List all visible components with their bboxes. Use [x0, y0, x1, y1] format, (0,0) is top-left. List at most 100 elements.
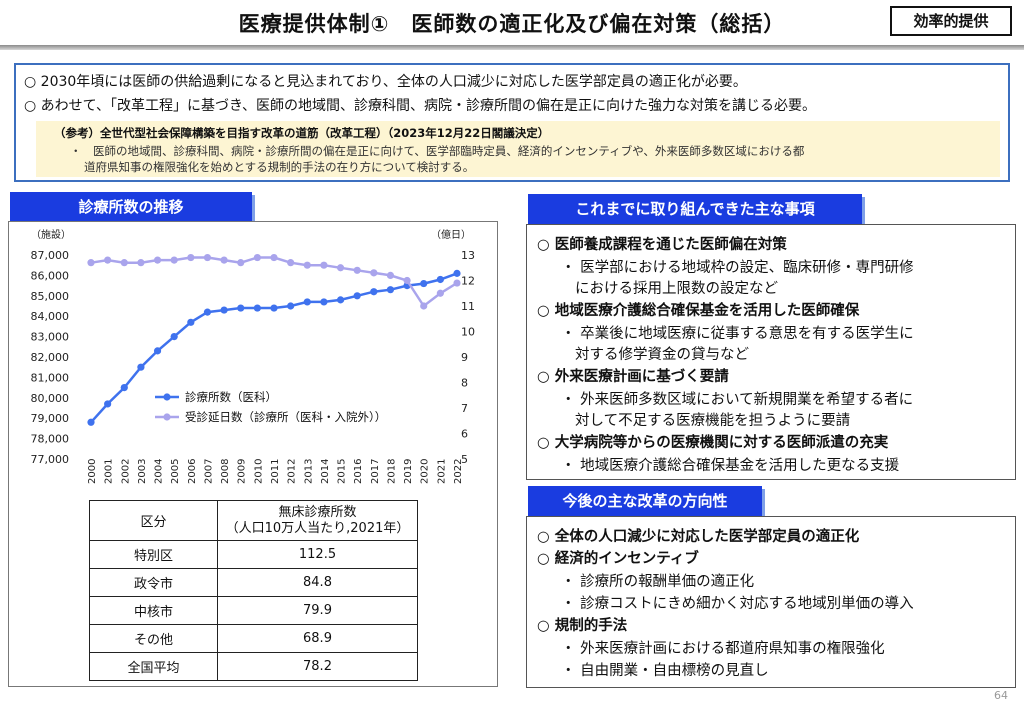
- y-right-tick: 9: [461, 351, 468, 364]
- x-tick: 2021: [436, 459, 447, 484]
- y-left-tick: 84,000: [31, 310, 70, 323]
- table-row-label: 中核市: [89, 596, 218, 625]
- series-point: [153, 256, 162, 264]
- series-point: [287, 259, 295, 267]
- series-point: [253, 304, 261, 312]
- series-point: [203, 253, 212, 262]
- series-point: [170, 333, 178, 341]
- table-row-value: 79.9: [217, 596, 418, 625]
- direction-heading: ○ 経済的インセンティブ: [537, 551, 699, 567]
- direction-bullet: ・ 診療コストにきめ細かく対応する地域別単価の導入: [561, 596, 914, 612]
- page-title: 医療提供体制① 医師数の適正化及び偏在対策（総括）: [238, 12, 786, 36]
- legend-marker: [163, 393, 171, 401]
- series-point: [353, 266, 361, 274]
- x-tick: 2002: [120, 459, 131, 484]
- past-measures-box: ○ 医師養成課程を通じた医師偏在対策 ・ 医学部における地域枠の設定、臨床研修・…: [526, 224, 1016, 480]
- table-row: その他 68.9: [89, 624, 418, 653]
- direction-bullet: ・ 診療所の報酬単価の適正化: [561, 574, 755, 590]
- series-point: [270, 304, 278, 312]
- y-right-tick: 7: [461, 402, 468, 415]
- measure-bullet-cont: における採用上限数の設定など: [575, 281, 778, 297]
- reference-title: （参考）全世代型社会保障構築を目指す改革の道筋（改革工程）（2023年12月22…: [54, 126, 550, 140]
- measure-bullet-cont: 対して不足する医療機能を担うように要請: [575, 413, 851, 429]
- x-tick: 2014: [320, 459, 331, 484]
- direction-heading: ○ 全体の人口減少に対応した医学部定員の適正化: [537, 529, 860, 545]
- series-point: [87, 418, 95, 426]
- y-left-tick: 83,000: [31, 331, 70, 344]
- y-right-tick: 12: [461, 275, 475, 288]
- direction-bullet: ・ 自由開業・自由標榜の見直し: [561, 663, 769, 679]
- y-left-tick: 87,000: [31, 249, 70, 262]
- y-left-tick: 86,000: [31, 269, 70, 282]
- category-tag: 効率的提供: [890, 6, 1012, 36]
- series-point: [104, 400, 112, 408]
- series-point: [303, 261, 311, 269]
- reference-line-2: 道府県知事の権限強化を始めとする規制的手法の在り方について検討する。: [84, 160, 475, 174]
- measure-heading: ○ 大学病院等からの医療機関に対する医師派遣の充実: [537, 435, 889, 451]
- series-point: [270, 253, 278, 262]
- x-tick: 2009: [237, 459, 248, 484]
- summary-box: ○ 2030年頃には医師の供給過剰になると見込まれており、全体の人口減少に対応し…: [14, 63, 1010, 182]
- measure-heading: ○ 外来医療計画に基づく要請: [537, 369, 729, 385]
- x-tick: 2001: [104, 459, 115, 484]
- right-top-banner: これまでに取り組んできた主な事項: [528, 194, 862, 224]
- y-right-tick: 6: [461, 428, 468, 441]
- x-tick: 2006: [187, 459, 198, 484]
- series-point: [120, 259, 128, 267]
- series-point: [320, 298, 328, 306]
- table-row: 政令市 84.8: [89, 568, 418, 597]
- average-label: 全国平均: [89, 652, 218, 681]
- y-left-tick: 82,000: [31, 351, 70, 364]
- measure-bullet: ・ 医学部における地域枠の設定、臨床研修・専門研修: [561, 260, 914, 276]
- table-row-value: 84.8: [217, 568, 418, 597]
- x-tick: 2018: [386, 459, 397, 484]
- y-left-tick: 77,000: [31, 453, 70, 466]
- series-point: [386, 271, 395, 279]
- x-tick: 2016: [353, 459, 364, 484]
- measure-heading: ○ 医師養成課程を通じた医師偏在対策: [537, 237, 787, 253]
- series-point: [153, 347, 162, 355]
- series-point: [436, 275, 444, 284]
- y-left-tick: 80,000: [31, 392, 70, 405]
- x-tick: 2017: [370, 459, 381, 484]
- right-axis-label: （億日）: [431, 228, 471, 241]
- series-point: [120, 384, 128, 392]
- title-divider: [0, 45, 1024, 50]
- average-row: 全国平均 78.2: [89, 652, 418, 681]
- reference-box: （参考）全世代型社会保障構築を目指す改革の道筋（改革工程）（2023年12月22…: [36, 121, 1000, 177]
- x-tick: 2012: [287, 459, 298, 484]
- table-row: 中核市 79.9: [89, 596, 418, 625]
- measure-bullet: ・ 卒業後に地域医療に従事する意思を有する医学生に: [561, 326, 914, 342]
- series-point: [403, 276, 411, 285]
- x-tick: 2008: [220, 459, 231, 484]
- series-point: [104, 256, 112, 264]
- table-header-category: 区分: [89, 500, 218, 541]
- x-tick: 2022: [453, 459, 464, 484]
- clinic-chart: （施設） （億日）87,00086,00085,00084,00083,00082…: [31, 228, 476, 484]
- series-point: [287, 302, 295, 310]
- series-point: [203, 308, 212, 316]
- series-point: [237, 259, 245, 267]
- table-row-label: 政令市: [89, 568, 218, 597]
- average-value: 78.2: [217, 652, 418, 681]
- average-table: 全国平均 78.2: [89, 652, 418, 681]
- series-point: [170, 256, 178, 264]
- direction-bullet: ・ 外来医療計画における都道府県知事の権限強化: [561, 641, 885, 657]
- x-tick: 2003: [137, 459, 148, 484]
- series-point: [137, 259, 145, 267]
- x-tick: 2000: [87, 459, 98, 484]
- measure-bullet: ・ 外来医師多数区域において新規開業を希望する者に: [561, 392, 914, 408]
- table-header-value: 無床診療所数 （人口10万人当たり,2021年）: [217, 500, 418, 541]
- y-left-tick: 81,000: [31, 371, 70, 384]
- table-row: 特別区 112.5: [89, 540, 418, 569]
- series-point: [370, 269, 378, 277]
- legend-label: 受診延日数（診療所（医科・入院外））: [185, 410, 386, 424]
- legend-marker: [163, 413, 171, 421]
- clinic-table: 区分 無床診療所数 （人口10万人当たり,2021年） 特別区 112.5 政令…: [89, 500, 418, 653]
- table-row-value: 112.5: [217, 540, 418, 569]
- measure-heading: ○ 地域医療介護総合確保基金を活用した医師確保: [537, 303, 860, 319]
- y-right-tick: 5: [461, 453, 468, 466]
- page-number: 64: [994, 689, 1008, 702]
- left-banner: 診療所数の推移: [10, 192, 252, 222]
- table-row-label: その他: [89, 624, 218, 653]
